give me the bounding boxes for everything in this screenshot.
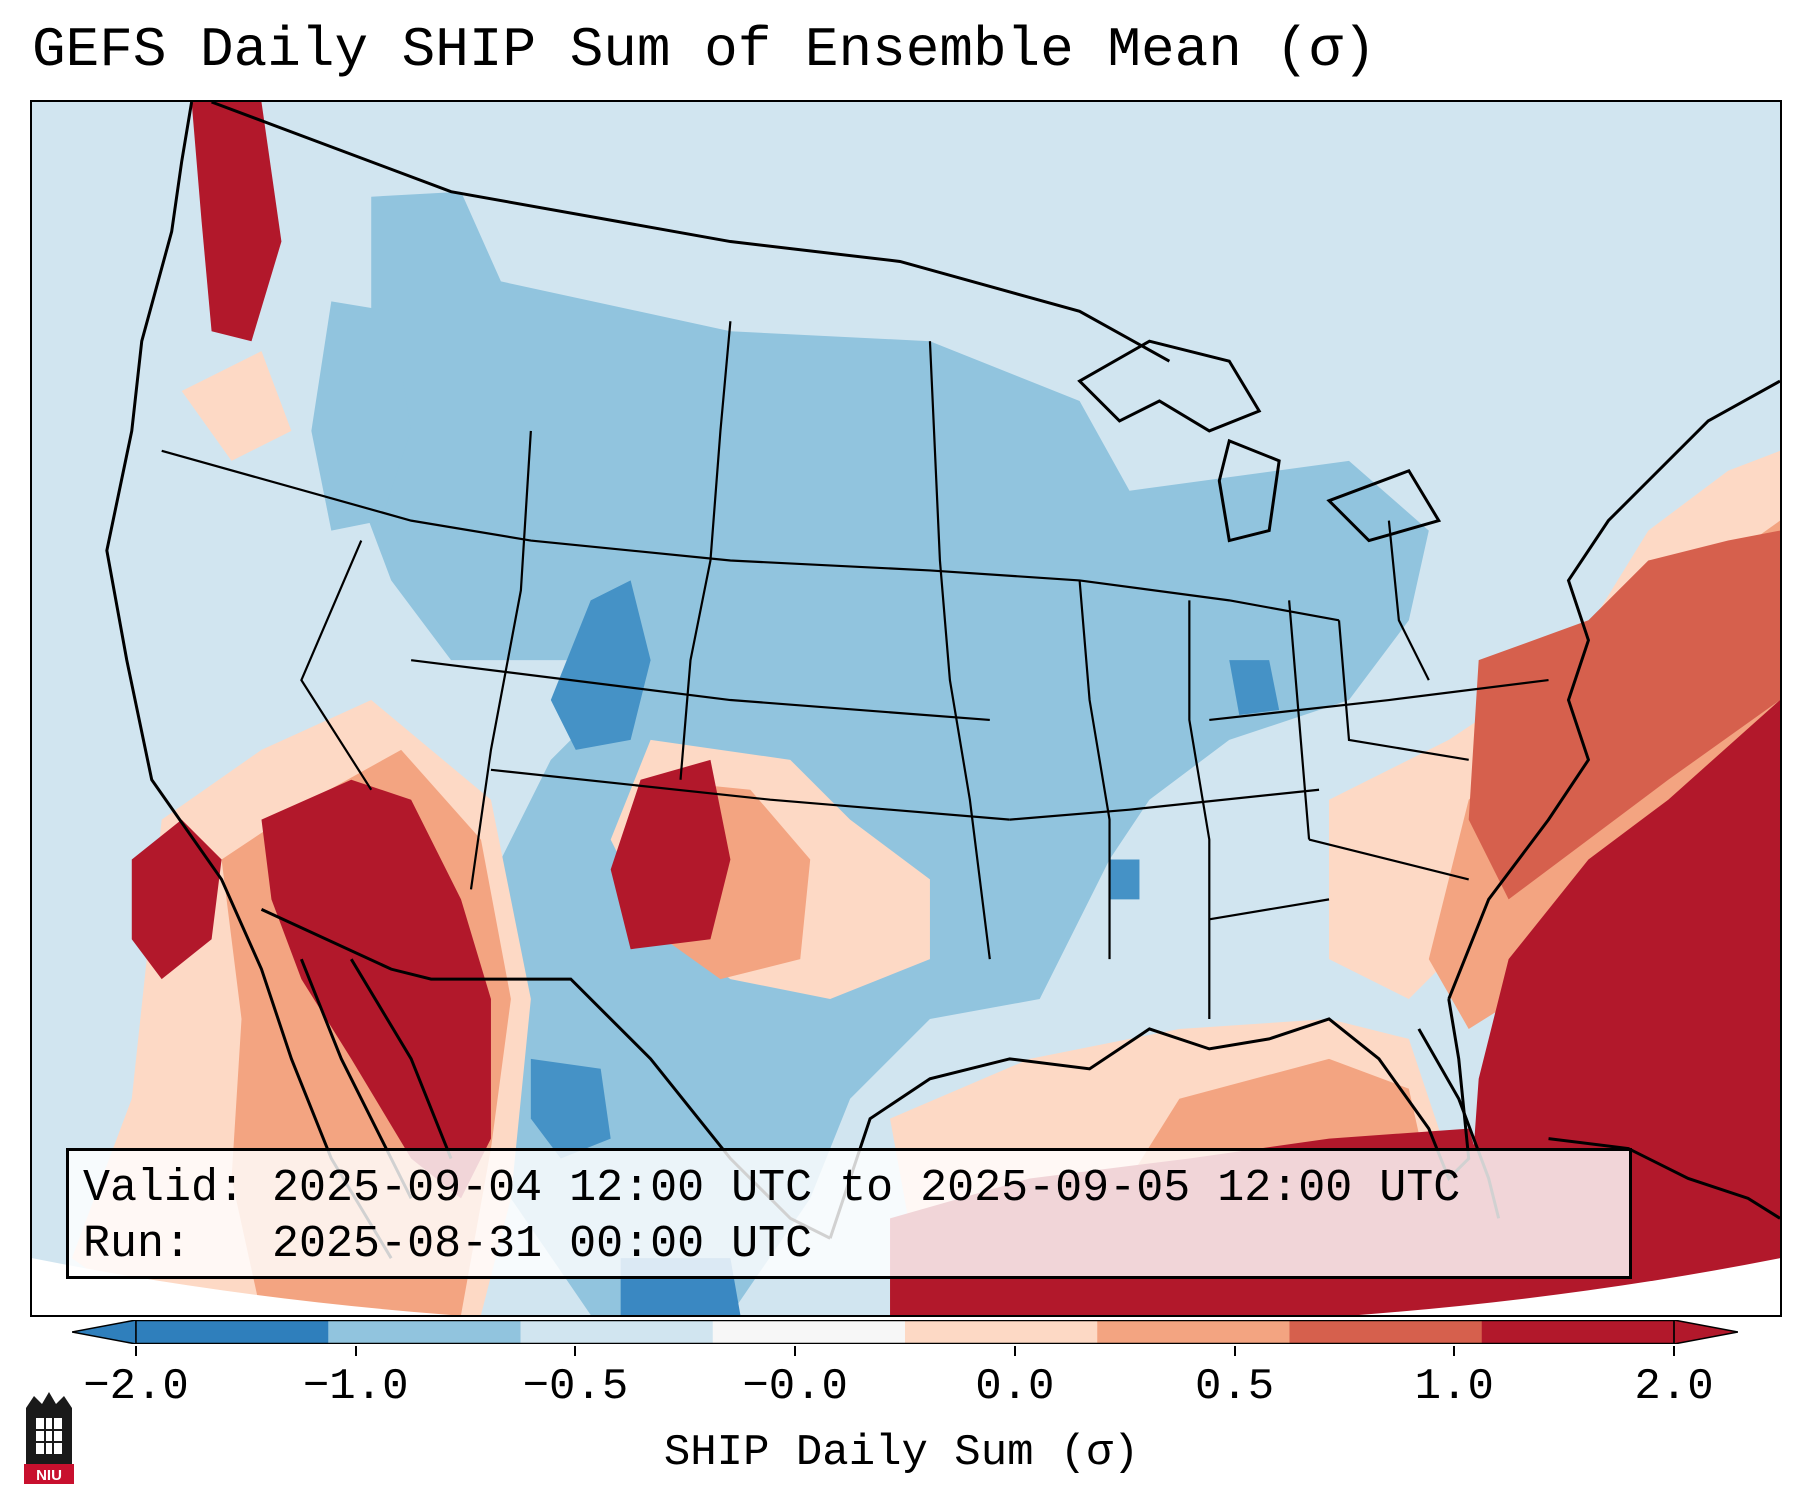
colorbar-label: SHIP Daily Sum (σ)	[663, 1428, 1140, 1478]
colorbar-segment	[328, 1320, 521, 1344]
colorbar-tick	[794, 1346, 797, 1356]
valid-label: Valid:	[83, 1163, 246, 1214]
anomaly-region-strong-pos-southwest	[261, 779, 491, 1199]
run-line: Run: 2025-08-31 00:00 UTC	[83, 1217, 1615, 1273]
run-value: 2025-08-31 00:00 UTC	[272, 1219, 813, 1270]
colorbar-tick	[1013, 1346, 1016, 1356]
colorbar-segment	[1481, 1320, 1675, 1344]
anomaly-map	[32, 102, 1780, 1315]
colorbar-segment	[712, 1320, 906, 1344]
niu-logo: NIU	[24, 1392, 74, 1484]
colorbar	[72, 1320, 1738, 1344]
colorbar-extend-low	[72, 1320, 137, 1344]
anomaly-region-strong-neg-ms	[1109, 859, 1140, 900]
colorbar-tick-label: −2.0	[83, 1362, 189, 1412]
colorbar-tick-label: 0.5	[1194, 1362, 1275, 1412]
anomaly-region-strong-neg-colorado	[550, 580, 651, 750]
anomaly-region-neg-northwest	[311, 301, 412, 531]
country-borders	[105, 102, 1780, 1259]
anomaly-region-strong-neg-texas	[530, 1058, 611, 1159]
colorbar-segment	[1097, 1320, 1290, 1344]
colorbar-tick-label: −0.0	[742, 1362, 848, 1412]
run-label: Run:	[83, 1219, 192, 1270]
colorbar-tick	[354, 1346, 357, 1356]
colorbar-tick	[574, 1346, 577, 1356]
colorbar-tick-label: −1.0	[302, 1362, 409, 1412]
validity-info-box: Valid: 2025-09-04 12:00 UTC to 2025-09-0…	[66, 1148, 1632, 1279]
anomaly-region-weakpos-pnw	[181, 351, 292, 461]
colorbar-tick-label: 1.0	[1414, 1362, 1494, 1412]
logo-text: NIU	[36, 1467, 62, 1484]
cuba-outline	[1548, 1137, 1780, 1220]
colorbar-tick-label: 0.0	[975, 1362, 1055, 1412]
logo-window	[36, 1418, 62, 1454]
anomaly-region-strongpos-mid	[1468, 530, 1780, 900]
colorbar-tick	[1453, 1346, 1456, 1356]
colorbar-tick-label: −0.5	[522, 1362, 629, 1412]
map-panel	[30, 100, 1782, 1317]
east-coast-line	[1447, 379, 1780, 1000]
anomaly-region-strong-neg-kentucky	[1229, 660, 1280, 715]
state-borders	[161, 321, 1549, 1019]
colorbar-segment	[520, 1320, 714, 1344]
logo-banner	[24, 1464, 74, 1484]
anomaly-region-strong-pos-newmexico	[610, 759, 731, 950]
west-coast-line	[105, 102, 393, 1259]
colorbar-tick	[135, 1346, 137, 1356]
projection-corner-left	[32, 1258, 452, 1315]
great-lakes-outline	[1077, 339, 1442, 543]
valid-value: 2025-09-04 12:00 UTC to 2025-09-05 12:00…	[272, 1163, 1461, 1214]
colorbar-tick	[1673, 1346, 1675, 1356]
valid-line: Valid: 2025-09-04 12:00 UTC to 2025-09-0…	[83, 1161, 1615, 1217]
colorbar-extend-high	[1673, 1320, 1738, 1344]
anomaly-region-strong-pos-california	[131, 819, 222, 980]
anomaly-region-strong-pos-pnw	[191, 102, 282, 342]
us-canada-border	[211, 102, 1171, 363]
colorbar-segment	[905, 1320, 1098, 1344]
anomaly-region-neg-central	[361, 191, 1429, 1315]
projection-corner-right	[1358, 1258, 1780, 1315]
colorbar-outline	[135, 1320, 1675, 1344]
colorbar-segment	[136, 1320, 329, 1344]
colorbar-tick	[1233, 1346, 1236, 1356]
colorbar-tick-label: 2.0	[1634, 1362, 1714, 1412]
colorbar-segment	[1289, 1320, 1483, 1344]
map-title: GEFS Daily SHIP Sum of Ensemble Mean (σ)	[32, 18, 1377, 82]
